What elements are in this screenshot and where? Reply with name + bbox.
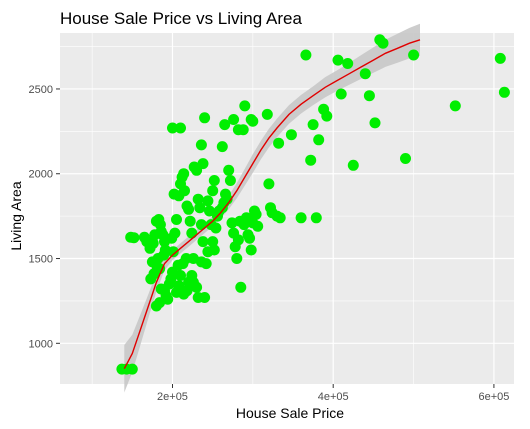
data-point [231, 253, 243, 264]
data-point [195, 139, 207, 151]
data-point [169, 227, 181, 239]
y-tick-label: 1500 [29, 254, 53, 266]
data-point [126, 363, 138, 375]
data-point [244, 232, 256, 244]
data-point [400, 153, 411, 164]
data-point [191, 281, 203, 293]
data-point [208, 175, 220, 186]
data-point [195, 219, 207, 231]
data-point [197, 158, 209, 170]
data-point [200, 258, 212, 270]
plot-panel [60, 33, 514, 384]
data-point [199, 292, 211, 303]
data-point [307, 119, 319, 131]
data-point [498, 86, 510, 98]
data-point [147, 237, 159, 249]
data-point [232, 234, 244, 246]
data-point [250, 208, 262, 220]
data-point [175, 122, 186, 134]
data-point [208, 244, 220, 256]
data-point [150, 300, 162, 312]
data-point [197, 236, 209, 248]
data-point [152, 253, 164, 264]
data-point [204, 205, 215, 217]
y-axis-ticks: 1000 1500 2000 2500 [29, 84, 60, 350]
data-point [377, 37, 389, 49]
y-tick-label: 2000 [29, 169, 53, 181]
data-point [175, 270, 186, 281]
y-tick-label: 1000 [29, 338, 53, 350]
data-point [273, 137, 285, 149]
data-point [180, 253, 192, 264]
data-point [210, 222, 222, 234]
data-point [237, 124, 249, 136]
data-point [263, 178, 275, 190]
data-point [305, 154, 317, 166]
data-point [179, 185, 190, 197]
data-point [363, 90, 375, 102]
data-point [347, 159, 359, 171]
data-point [261, 108, 273, 120]
data-point [274, 212, 286, 224]
data-point [167, 246, 179, 258]
data-point [216, 141, 228, 153]
data-point [408, 49, 420, 61]
data-point [313, 134, 325, 146]
data-point [252, 220, 264, 232]
data-point [207, 236, 219, 248]
data-point [199, 112, 211, 124]
data-point [342, 58, 354, 69]
data-point [167, 122, 178, 134]
data-point [359, 68, 371, 80]
data-point [224, 175, 236, 186]
y-tick-label: 2500 [29, 84, 53, 96]
data-point [247, 115, 259, 127]
data-point [162, 293, 174, 305]
data-point [184, 215, 196, 227]
data-point [178, 168, 190, 180]
data-points [116, 34, 510, 375]
x-axis-title: House Sale Price [236, 405, 344, 421]
chart-title: House Sale Price vs Living Area [60, 9, 302, 28]
data-point [245, 244, 257, 256]
data-point [128, 232, 140, 244]
data-point [228, 114, 240, 125]
data-point [449, 100, 461, 112]
data-point [154, 263, 166, 275]
minor-gridlines [60, 33, 514, 384]
smooth-trend-line [123, 39, 421, 370]
data-point [321, 110, 333, 122]
x-axis-ticks: 2e+05 4e+05 6e+05 [157, 384, 509, 403]
data-point [186, 227, 198, 239]
data-point [332, 54, 344, 66]
data-point [239, 100, 251, 112]
confidence-band [124, 23, 421, 393]
data-point [171, 286, 182, 298]
data-point [192, 193, 204, 205]
data-point [183, 203, 195, 215]
x-tick-label: 2e+05 [157, 391, 188, 403]
data-point [171, 214, 182, 225]
data-point [285, 129, 297, 141]
x-tick-label: 6e+05 [478, 391, 509, 403]
data-point [235, 281, 247, 293]
data-point [369, 117, 381, 129]
y-axis-title: Living Area [8, 181, 24, 250]
data-point [194, 202, 206, 214]
data-point [202, 195, 214, 207]
x-tick-label: 4e+05 [318, 391, 349, 403]
data-point [207, 185, 219, 197]
data-point [223, 164, 235, 176]
data-point [494, 52, 506, 64]
data-point [219, 119, 231, 131]
data-point [300, 49, 312, 61]
data-point [310, 212, 322, 224]
data-point [335, 88, 347, 100]
data-point [295, 212, 307, 224]
